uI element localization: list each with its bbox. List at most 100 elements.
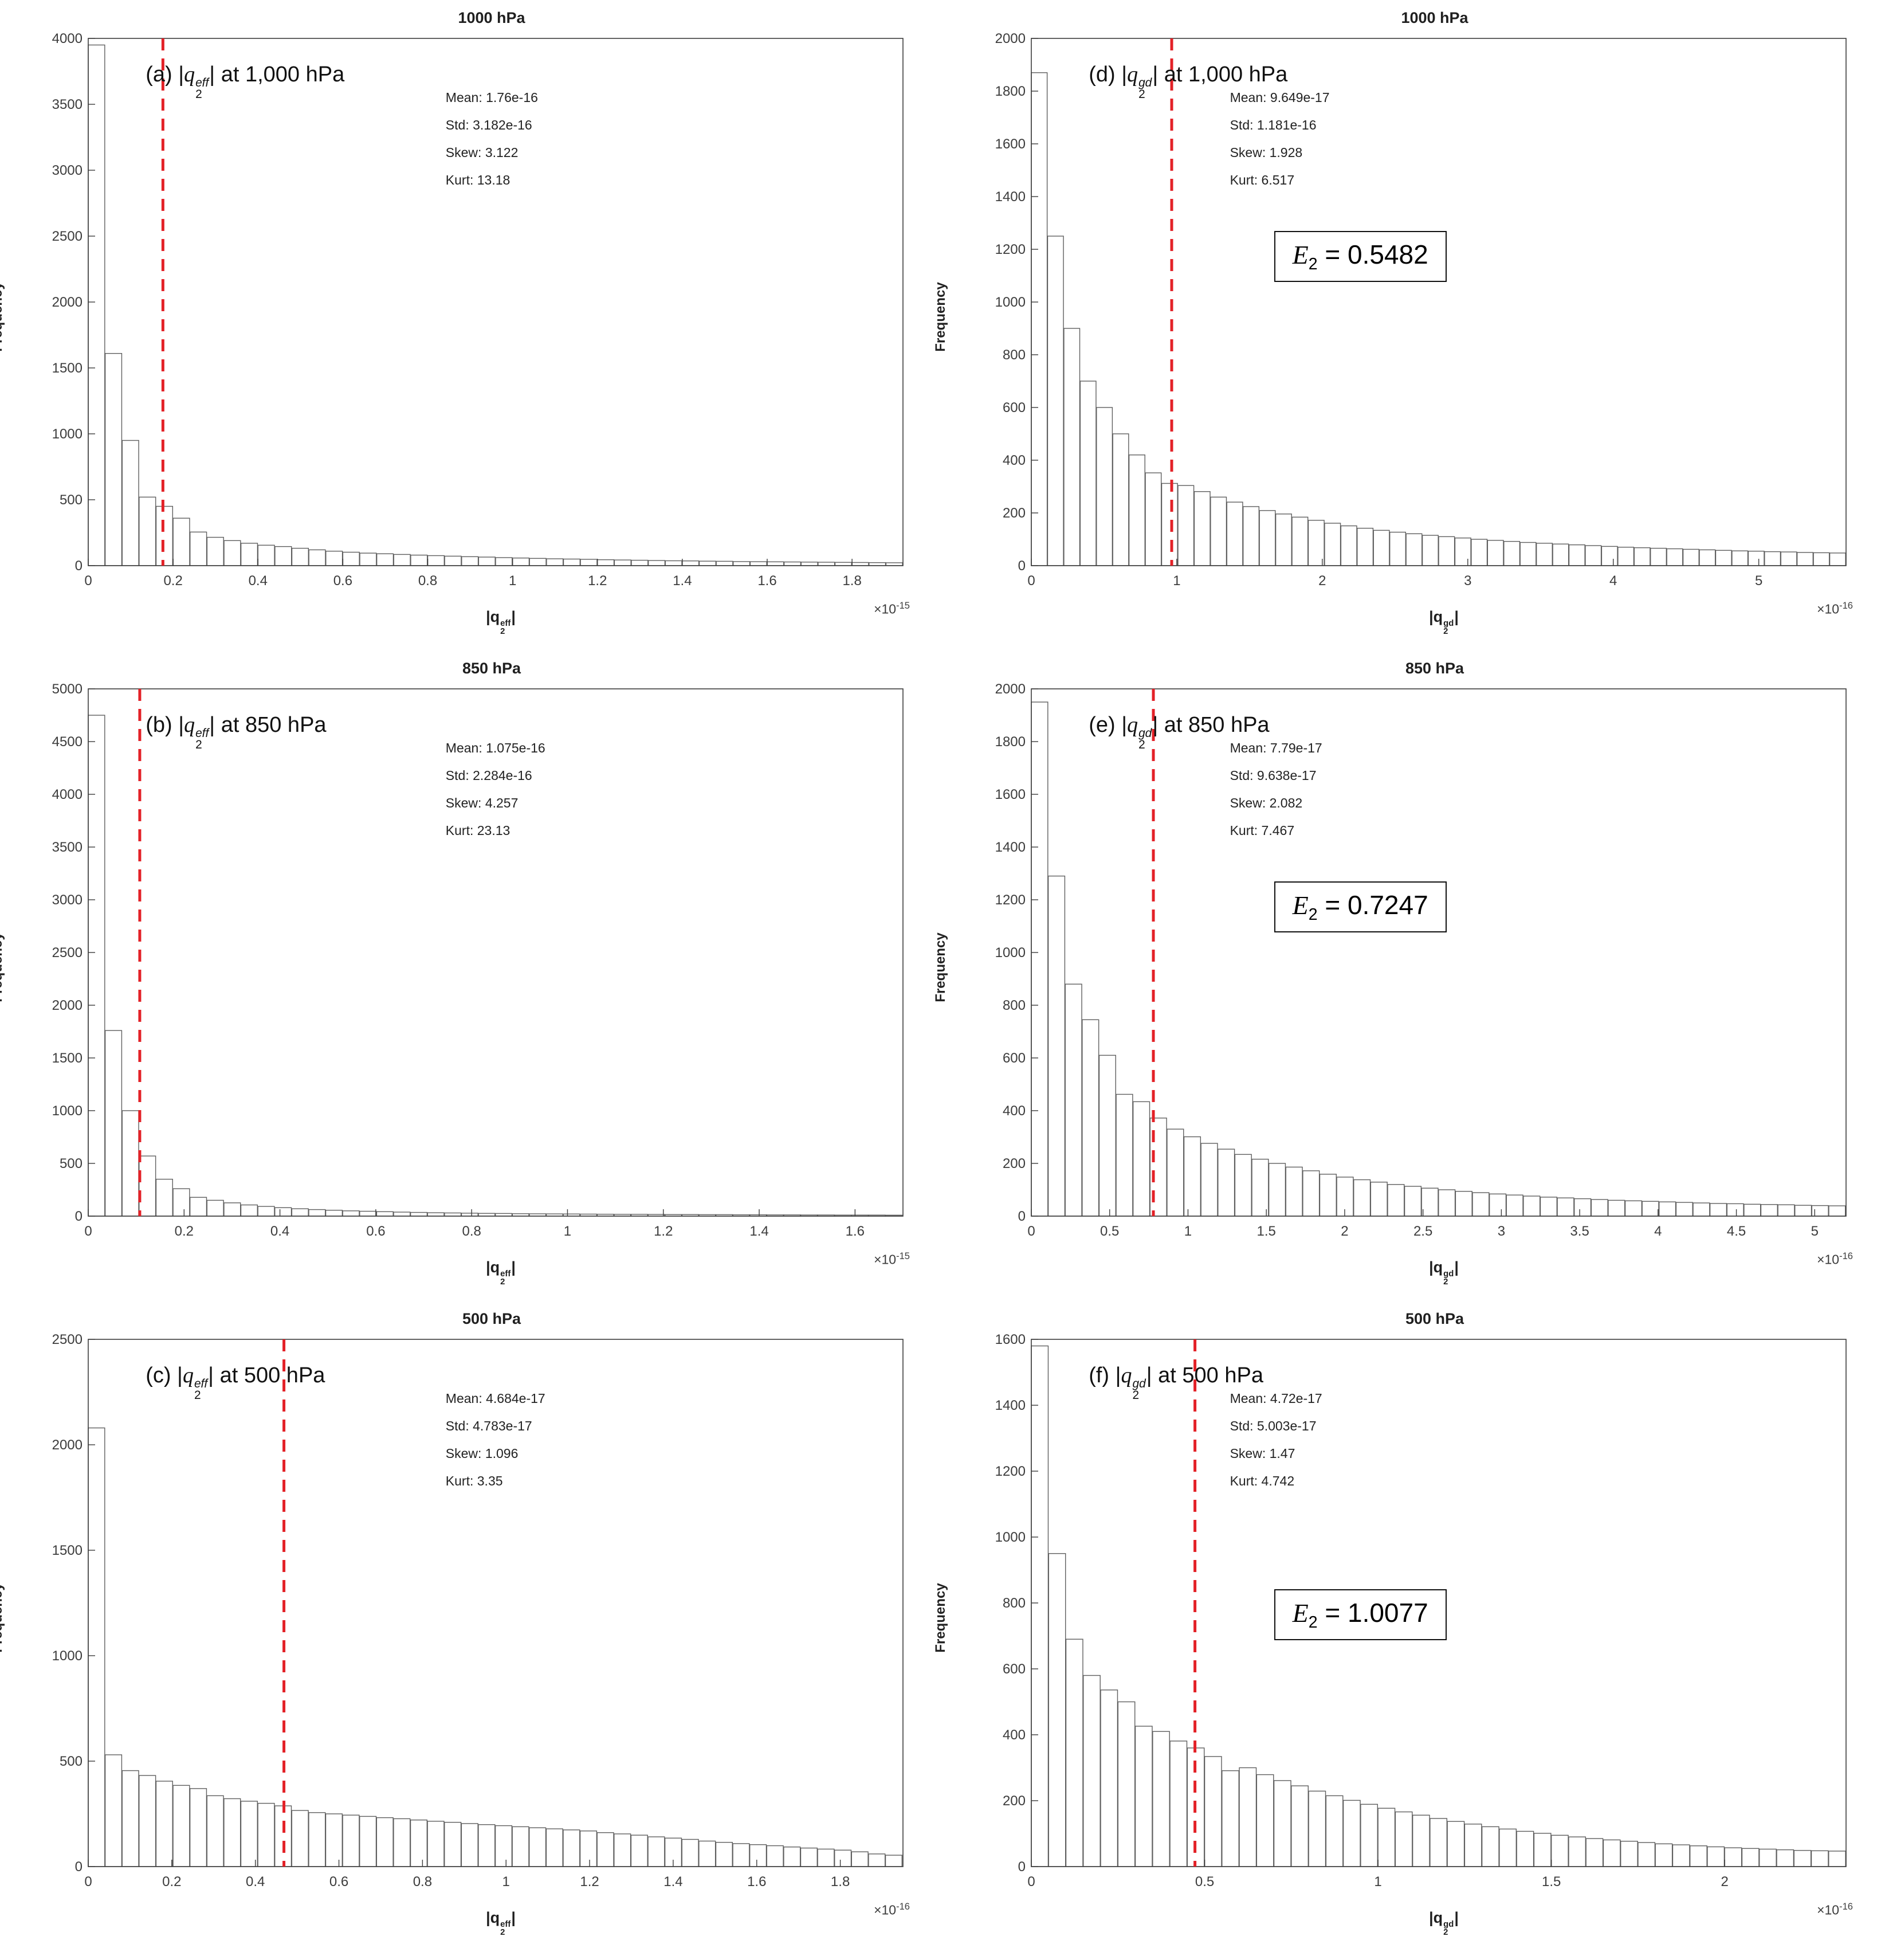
x-tick-label: 2.5 — [1413, 1224, 1432, 1239]
histogram-bar — [1065, 983, 1082, 1217]
histogram-bar — [1617, 547, 1635, 566]
annotation-prefix: (a) | — [146, 62, 184, 87]
histogram-bar — [104, 1754, 123, 1867]
histogram-bar — [1624, 1200, 1643, 1217]
y-tick-label: 500 — [60, 1156, 83, 1171]
stat-skew: Skew: 2.082 — [1230, 795, 1303, 811]
y-tick-label: 800 — [1003, 998, 1026, 1013]
histogram-bar — [1031, 1345, 1049, 1867]
histogram-bar — [1487, 540, 1504, 566]
histogram-bar — [1603, 1839, 1621, 1867]
e2-value: = 0.7247 — [1317, 890, 1428, 920]
histogram-bar — [478, 556, 496, 566]
exponent-value: -15 — [896, 1251, 910, 1261]
x-axis-label: |q eff 2 | — [31, 608, 913, 636]
x-tick-label: 0.4 — [246, 1874, 265, 1890]
histogram-bar — [1340, 525, 1357, 566]
stat-std: Std: 5.003e-17 — [1230, 1418, 1317, 1434]
histogram-bar — [1731, 550, 1749, 566]
histogram-bar — [1776, 1849, 1794, 1867]
sub-superscript-stack: eff 2 — [500, 619, 510, 636]
y-tick-label: 2500 — [52, 229, 83, 244]
xlabel-prefix: |q — [1429, 1259, 1443, 1276]
x-tick-label: 0 — [1027, 1224, 1035, 1239]
x-tick-label: 0 — [84, 1874, 92, 1890]
histogram-bar — [1828, 1851, 1846, 1867]
axis-exponent-label: ×10-16 — [874, 1901, 910, 1918]
y-axis-label: Frequency — [0, 932, 5, 1002]
x-tick-label: 1 — [1173, 573, 1180, 589]
histogram-panel: 1000 hPa 0 200 400 600 800 1000 1200 1400 1600 18… — [933, 9, 1864, 637]
y-tick-label: 2000 — [995, 681, 1026, 697]
histogram-bar — [1357, 527, 1374, 566]
y-tick-label: 1000 — [995, 945, 1026, 961]
histogram-bar — [155, 1178, 173, 1217]
plot-area: 0 500 1000 1500 2000 2500 3000 3500 4000 4500 5000… — [0, 681, 913, 1254]
histogram-bar — [223, 1202, 241, 1217]
histogram-bar — [1308, 1790, 1326, 1867]
exponent-value: -15 — [896, 600, 910, 611]
x-tick-label: 0.2 — [175, 1224, 194, 1239]
histogram-bar — [698, 560, 717, 566]
x-tick-label: 1.2 — [654, 1224, 673, 1239]
histogram-bar — [1743, 1204, 1761, 1217]
histogram-bar — [1454, 538, 1471, 566]
x-tick-label: 3 — [1498, 1224, 1505, 1239]
histogram-bar — [1715, 550, 1732, 566]
y-tick-label: 1000 — [52, 1103, 83, 1119]
exponent-base: ×10 — [874, 1252, 897, 1267]
sub-superscript-stack: gd 2 — [1443, 619, 1454, 636]
x-tick-label: 1.8 — [831, 1874, 850, 1890]
histogram-bar — [223, 540, 241, 566]
histogram-bar — [1709, 1203, 1727, 1217]
histogram-bar — [563, 558, 581, 566]
stats-block: Mean: 7.79e-17 Std: 9.638e-17 Skew: 2.08… — [1230, 741, 1322, 852]
y-tick-label: 3500 — [52, 97, 83, 112]
histogram-bar — [444, 555, 462, 566]
histogram-bar — [1112, 433, 1129, 566]
histogram-bar — [1218, 1148, 1235, 1217]
subscript: 2 — [500, 626, 505, 636]
histogram-bar — [1319, 1174, 1337, 1217]
x-tick-label: 0.8 — [413, 1874, 432, 1890]
histogram-bar — [1128, 454, 1145, 566]
x-tick-label: 1.5 — [1542, 1874, 1561, 1890]
histogram-bar — [1421, 535, 1439, 566]
annotation-suffix: | at 1,000 hPa — [1152, 62, 1288, 87]
stat-mean: Mean: 1.76e-16 — [445, 90, 538, 105]
x-tick-label: 5 — [1755, 573, 1762, 589]
histogram-bar — [1047, 875, 1066, 1217]
y-tick-label: 1000 — [52, 1648, 83, 1664]
annotation-suffix: | at 500 hPa — [208, 1363, 325, 1387]
exponent-base: ×10 — [1817, 1252, 1840, 1267]
histogram-bar — [189, 1788, 207, 1867]
xlabel-prefix: |q — [1429, 1909, 1443, 1926]
histogram-bar — [1222, 1770, 1239, 1867]
histogram-bar — [342, 1210, 360, 1217]
x-tick-label: 0.4 — [270, 1224, 289, 1239]
histogram-bar — [172, 1188, 190, 1217]
histogram-bar — [1568, 1836, 1587, 1867]
stat-kurt: Kurt: 3.35 — [445, 1473, 503, 1489]
x-axis-caption-row: |q gd 2 | ×10-16 — [974, 1901, 1856, 1938]
histogram-bar — [155, 1781, 173, 1867]
x-axis-label: |q eff 2 | — [31, 1259, 913, 1286]
histogram-bar — [1764, 551, 1781, 566]
histogram-bar — [1574, 1198, 1592, 1217]
histogram-bar — [1412, 1814, 1430, 1867]
histogram-bar — [121, 1770, 139, 1867]
y-tick-label: 1000 — [995, 295, 1026, 310]
y-axis-label: Frequency — [0, 1583, 5, 1653]
histogram-bar — [1760, 1204, 1778, 1217]
y-tick-label: 1600 — [995, 787, 1026, 802]
histogram-bar — [478, 1824, 496, 1867]
histogram-bar — [461, 1823, 478, 1867]
stat-kurt: Kurt: 23.13 — [445, 823, 510, 838]
stat-std: Std: 4.783e-17 — [445, 1418, 532, 1434]
histogram-panel: 850 hPa 0 500 1000 1500 2000 2500 3000 3500 4000… — [0, 660, 921, 1287]
histogram-bar — [834, 562, 853, 566]
histogram-bar — [1707, 1846, 1725, 1867]
histogram-bar — [1642, 1201, 1659, 1217]
histogram-bar — [1307, 520, 1325, 566]
